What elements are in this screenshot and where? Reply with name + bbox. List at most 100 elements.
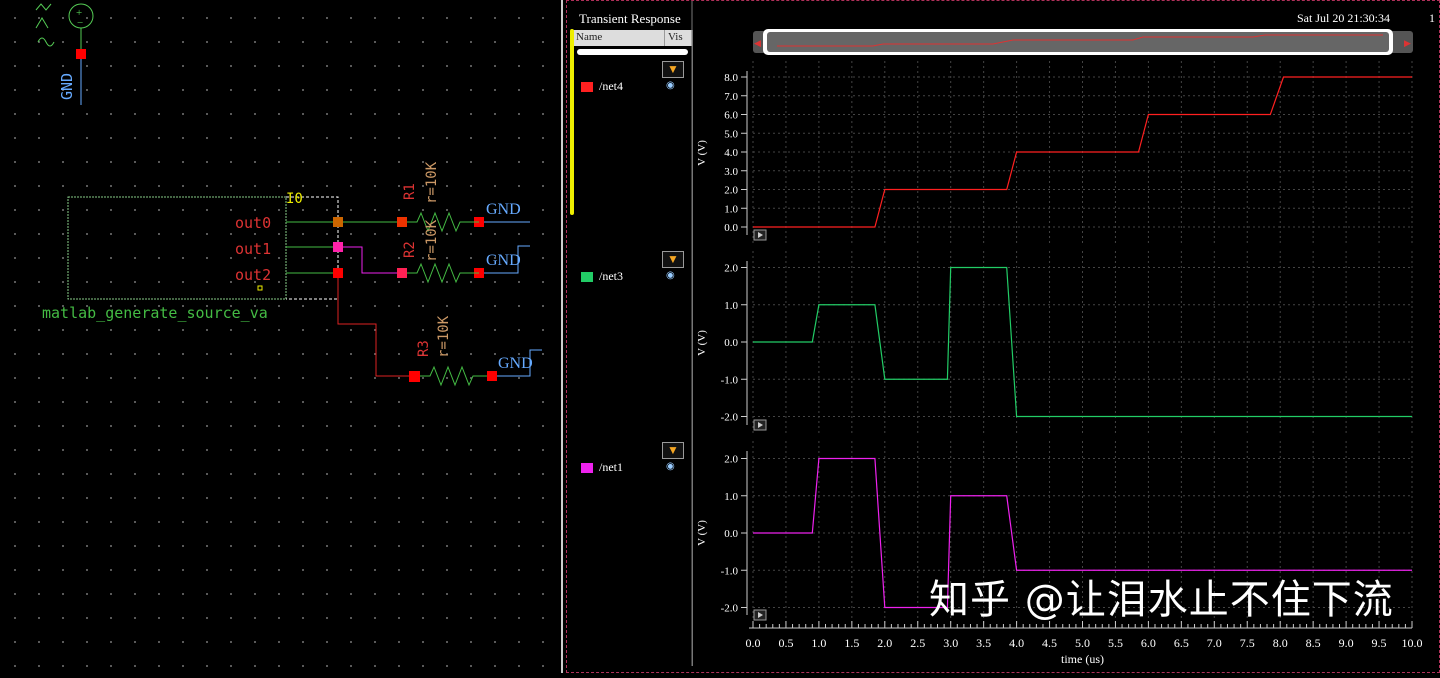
play-icon[interactable] <box>753 229 767 241</box>
y-tick-label: 1.0 <box>724 203 738 215</box>
svg-text:◀: ◀ <box>754 38 761 48</box>
play-icon-glyph <box>758 232 763 238</box>
ground-labels: GND GND GND <box>486 201 533 372</box>
eye-icon[interactable]: ◉ <box>666 270 675 281</box>
play-icon[interactable] <box>753 609 767 621</box>
funnel-icon[interactable]: ▼ <box>662 442 684 459</box>
y-tick-label: 2.0 <box>724 263 738 275</box>
strip-2[interactable]: -2.0 -1.0 0.0 1.0 2.0 V (V) <box>696 251 1413 435</box>
y-tick-label: 0.0 <box>724 337 738 349</box>
x-tick-label: 7.5 <box>1240 636 1255 650</box>
x-tick-label: 1.0 <box>811 636 826 650</box>
signal-list[interactable]: Name Vis <box>573 30 693 666</box>
y-tick-label: 7.0 <box>724 91 738 103</box>
window-title: Transient Response <box>579 11 681 26</box>
play-icon[interactable] <box>753 419 767 431</box>
x-tick-label: 5.5 <box>1108 636 1123 650</box>
waveform-window[interactable]: Transient Response Sat Jul 20 21:30:34 1… <box>566 0 1440 673</box>
y-tick-label: -2.0 <box>721 603 739 615</box>
y-tick-label: 1.0 <box>724 491 738 503</box>
pin-out0: out0 <box>235 214 271 232</box>
instance-name: I0 <box>286 191 303 207</box>
x-tick-label: 2.0 <box>877 636 892 650</box>
x-axis-label: time (us) <box>1061 652 1104 666</box>
gnd-label: GND <box>498 355 533 372</box>
x-tick-label: 3.0 <box>943 636 958 650</box>
svg-text:▶: ▶ <box>1404 38 1411 48</box>
x-tick-label: 6.5 <box>1174 636 1189 650</box>
x-tick-label: 1.5 <box>844 636 859 650</box>
signal-item[interactable]: /net4 <box>581 79 623 94</box>
resistor-name: R2 <box>402 241 418 258</box>
instance-I0[interactable]: I0 matlab_generate_source_va out0 out1 o… <box>42 191 339 322</box>
signal-item[interactable]: /net1 <box>581 460 623 475</box>
pin-out1: out1 <box>235 240 271 258</box>
series-line <box>753 266 1412 418</box>
eye-icon[interactable]: ◉ <box>666 461 675 472</box>
y-tick-label: 1.0 <box>724 300 738 312</box>
datetime-extra: 1 <box>1429 11 1435 25</box>
voltage-source-symbol[interactable]: +− GND <box>35 3 94 105</box>
color-swatch <box>581 462 593 473</box>
y-tick-label: 2.0 <box>724 454 738 466</box>
datetime: Sat Jul 20 21:30:34 <box>1297 11 1391 25</box>
x-tick-label: 8.0 <box>1273 636 1288 650</box>
strip-link-bar <box>570 29 574 215</box>
y-tick-label: -1.0 <box>721 374 739 386</box>
funnel-icon[interactable]: ▼ <box>662 251 684 268</box>
vis-column[interactable]: Vis <box>664 30 692 46</box>
y-tick-label: 3.0 <box>724 166 738 178</box>
y-tick-label: 8.0 <box>724 72 738 84</box>
gnd-label: GND <box>58 73 76 100</box>
x-tick-label: 4.5 <box>1042 636 1057 650</box>
signal-name: /net1 <box>599 460 623 474</box>
list-header: Name Vis <box>573 30 692 46</box>
wires <box>286 221 542 377</box>
eye-icon[interactable]: ◉ <box>666 80 675 91</box>
y-axis-label: V (V) <box>696 140 708 166</box>
resistor-R3[interactable]: R3 r=10K <box>416 315 487 387</box>
y-tick-label: 0.0 <box>724 528 738 540</box>
signal-item[interactable]: /net3 <box>581 269 623 284</box>
y-tick-label: 4.0 <box>724 147 738 159</box>
y-tick-label: 5.0 <box>724 128 738 140</box>
time-scrollbar[interactable]: ◀ ▶ <box>753 27 1413 57</box>
cell-name: matlab_generate_source_va <box>42 304 268 322</box>
y-tick-label: 2.0 <box>724 185 738 197</box>
resistor-R2[interactable]: R2 r=10K <box>402 219 479 284</box>
gnd-label: GND <box>486 201 521 218</box>
y-tick-label: 0.0 <box>724 222 738 234</box>
y-tick-label: -2.0 <box>721 412 739 424</box>
resistor-value: r=10K <box>424 219 440 262</box>
x-tick-label: 8.5 <box>1306 636 1321 650</box>
y-axis-label: V (V) <box>696 330 708 356</box>
schematic-drawing: +− GND I0 matlab_generate_source_va out0… <box>35 3 542 387</box>
series-line <box>753 76 1412 228</box>
x-tick-label: 5.0 <box>1075 636 1090 650</box>
x-tick-label: 10.0 <box>1402 636 1423 650</box>
resistor-R1[interactable]: R1 r=10K <box>402 161 479 233</box>
x-tick-label: 0.5 <box>778 636 793 650</box>
y-axis-label: V (V) <box>696 520 708 546</box>
color-swatch <box>581 81 593 92</box>
watermark: 知乎 @让泪水止不住下流 <box>929 577 1394 623</box>
x-tick-label: 9.5 <box>1372 636 1387 650</box>
y-tick-label: -1.0 <box>721 565 739 577</box>
svg-text:−: − <box>77 17 83 29</box>
x-tick-label: 3.5 <box>976 636 991 650</box>
schematic-canvas[interactable]: + − GND I0 matlab_generate_source_va out0… <box>0 0 563 673</box>
y-tick-label: 6.0 <box>724 110 738 122</box>
x-tick-label: 4.0 <box>1009 636 1024 650</box>
x-tick-label: 2.5 <box>910 636 925 650</box>
color-swatch <box>581 271 593 282</box>
x-tick-label: 0.0 <box>746 636 761 650</box>
waveform-plot: 0.0 1.0 2.0 3.0 4.0 5.0 6.0 7.0 8.0 V (V) -2.0 -1.0… <box>691 1 1423 666</box>
play-icon-glyph <box>758 422 763 428</box>
name-column[interactable]: Name <box>576 31 603 43</box>
x-tick-label: 6.0 <box>1141 636 1156 650</box>
funnel-icon[interactable]: ▼ <box>662 61 684 78</box>
strip-1[interactable]: 0.0 1.0 2.0 3.0 4.0 5.0 6.0 7.0 8.0 V (V) <box>696 61 1413 245</box>
resistor-name: R3 <box>416 340 432 357</box>
gnd-label: GND <box>486 252 521 269</box>
list-filter-bar[interactable] <box>577 49 688 55</box>
